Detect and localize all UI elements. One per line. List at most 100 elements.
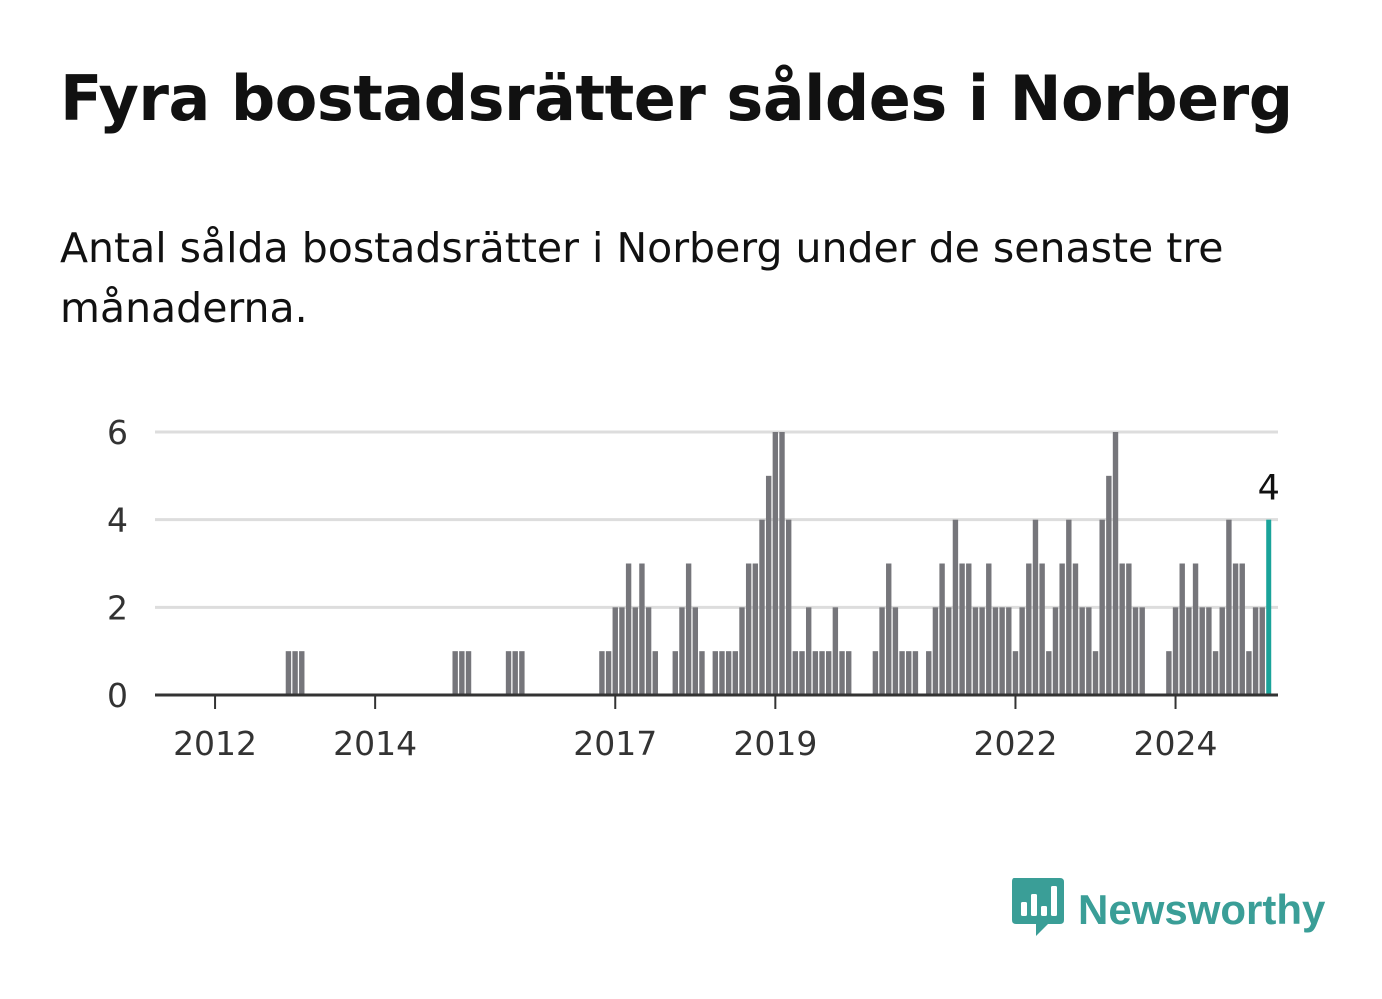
bar [645,607,652,695]
bar [692,607,698,695]
bar [1019,607,1025,695]
bar [285,651,292,695]
bar [939,563,945,695]
bar [1259,607,1265,695]
bar [652,651,658,695]
bar [292,651,298,695]
y-tick-label: 0 [107,676,128,715]
bar [765,475,772,695]
bar [772,432,779,695]
bar [886,563,892,695]
bar [1079,607,1085,695]
bars [285,432,1272,695]
x-tick-label: 2022 [973,724,1057,763]
bar [612,607,618,695]
bar [799,651,805,695]
bar [952,519,959,695]
bar [1246,651,1252,695]
bar [879,607,885,695]
bar [1199,607,1205,695]
bar [959,563,965,695]
bar [1219,607,1225,695]
y-tick-label: 4 [107,501,128,540]
bar [1086,607,1092,695]
bar [1006,607,1012,695]
y-axis-labels: 0 2 4 6 [107,413,128,715]
bar [899,651,905,695]
bar [1232,563,1239,695]
brand-logo: Newsworthy [1010,876,1325,944]
x-axis: 2012 2014 2017 2019 2022 2024 [155,693,1278,763]
bar [779,432,785,695]
bar [465,651,472,695]
bar [739,607,745,695]
bar [832,607,839,695]
bar [719,651,725,695]
bar [1192,563,1199,695]
bar [505,651,512,695]
bar [1046,651,1052,695]
bar [699,651,705,695]
bar [812,651,819,695]
bar [519,651,525,695]
bar [459,651,465,695]
annotations: 4 [1258,469,1280,509]
x-tick-label: 2019 [733,724,817,763]
bar [1226,519,1232,695]
bar [632,607,638,695]
chart-subtitle: Antal sålda bostadsrätter i Norberg unde… [60,224,1224,332]
bar [792,651,799,695]
bar [685,563,692,695]
bar [986,563,992,695]
bar [826,651,832,695]
bar [966,563,972,695]
bar [619,607,625,695]
bar [992,607,999,695]
bar [906,651,912,695]
bar [932,607,939,695]
bar [892,607,899,695]
bar [1099,519,1105,695]
x-tick-label: 2024 [1134,724,1218,763]
bar [679,607,685,695]
bar [912,651,919,695]
bar [1039,563,1045,695]
bar [1066,519,1072,695]
bar [299,651,305,695]
bar [1072,563,1079,695]
bar [712,651,719,695]
bar [452,651,458,695]
bar [1132,607,1139,695]
bar [512,651,518,695]
brand-name: Newsworthy [1078,886,1326,933]
bar [752,563,759,695]
bar [1112,432,1119,695]
bar [1212,651,1219,695]
bar [1052,607,1059,695]
bar [1179,563,1185,695]
y-tick-label: 6 [107,413,128,452]
bar [1032,519,1039,695]
bar [745,563,752,695]
bar [946,607,952,695]
bar [732,651,739,695]
bar-highlight [1266,519,1272,695]
bar [605,651,612,695]
bar [926,651,932,695]
bar [1239,563,1245,695]
bar [1172,607,1179,695]
bar [1106,475,1112,695]
bar [972,607,979,695]
bar [1119,563,1125,695]
x-tick-label: 2012 [173,724,257,763]
bar [1252,607,1259,695]
bar [1166,651,1172,695]
bar [1139,607,1145,695]
bar [999,607,1005,695]
bar [1059,563,1065,695]
chart-title: Fyra bostadsrätter såldes i Norberg [60,62,1293,135]
highlight-value-label: 4 [1258,469,1280,509]
bar [1126,563,1132,695]
bar [1186,607,1192,695]
bar [1092,651,1099,695]
